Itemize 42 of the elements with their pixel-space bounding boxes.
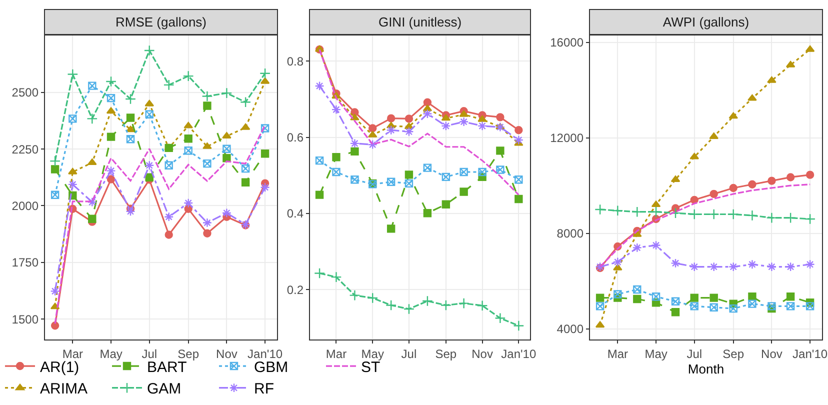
x-tick-label: Jul	[401, 346, 417, 361]
legend-label: ARIMA	[40, 380, 88, 398]
x-tick-label: Sep	[178, 346, 200, 361]
x-tick-label: Mar	[62, 346, 83, 361]
y-tick-label: 2250	[12, 142, 39, 156]
x-tick-label: Mar	[607, 346, 628, 361]
y-tick-label: 2000	[12, 198, 39, 213]
x-tick-label: May	[361, 346, 384, 361]
legend-label: GBM	[254, 358, 288, 376]
legend-label: RF	[254, 380, 274, 398]
y-tick-label: 0.2	[286, 282, 304, 297]
chart-title: AWPI (gallons)	[662, 14, 750, 30]
y-tick-label: 4000	[556, 322, 584, 336]
y-tick-label: 0.4	[286, 206, 304, 221]
chart-title: RMSE (gallons)	[115, 14, 207, 30]
chart-title: GINI (unitless)	[378, 14, 462, 30]
x-tick-label: Jan'10	[792, 346, 828, 361]
y-tick-label: 16000	[550, 36, 584, 50]
x-tick-label: Nov	[472, 346, 493, 361]
x-tick-label: Jan'10	[248, 346, 283, 361]
x-tick-label: Nov	[761, 346, 782, 361]
y-tick-label: 12000	[550, 131, 584, 146]
legend-label: ST	[361, 358, 380, 376]
legend-label: GAM	[147, 380, 182, 398]
x-tick-label: Nov	[216, 346, 238, 361]
y-tick-label: 0.6	[286, 130, 304, 145]
y-tick-label: 8000	[556, 226, 584, 241]
x-axis-title: Month	[688, 362, 724, 377]
y-tick-label: 0.8	[286, 54, 304, 68]
x-tick-label: May	[644, 346, 668, 361]
x-tick-label: Jan'10	[501, 346, 536, 361]
legend-label: BART	[147, 358, 187, 376]
x-tick-label: Sep	[722, 346, 744, 361]
x-tick-label: Sep	[435, 346, 457, 361]
x-tick-label: May	[100, 346, 122, 361]
y-tick-label: 2500	[12, 86, 39, 100]
legend-label: AR(1)	[40, 358, 80, 376]
y-tick-label: 1500	[12, 312, 39, 326]
x-tick-label: Jul	[686, 346, 702, 361]
x-tick-label: Mar	[326, 346, 347, 361]
y-tick-label: 1750	[12, 256, 39, 270]
x-tick-label: Jul	[142, 346, 158, 361]
